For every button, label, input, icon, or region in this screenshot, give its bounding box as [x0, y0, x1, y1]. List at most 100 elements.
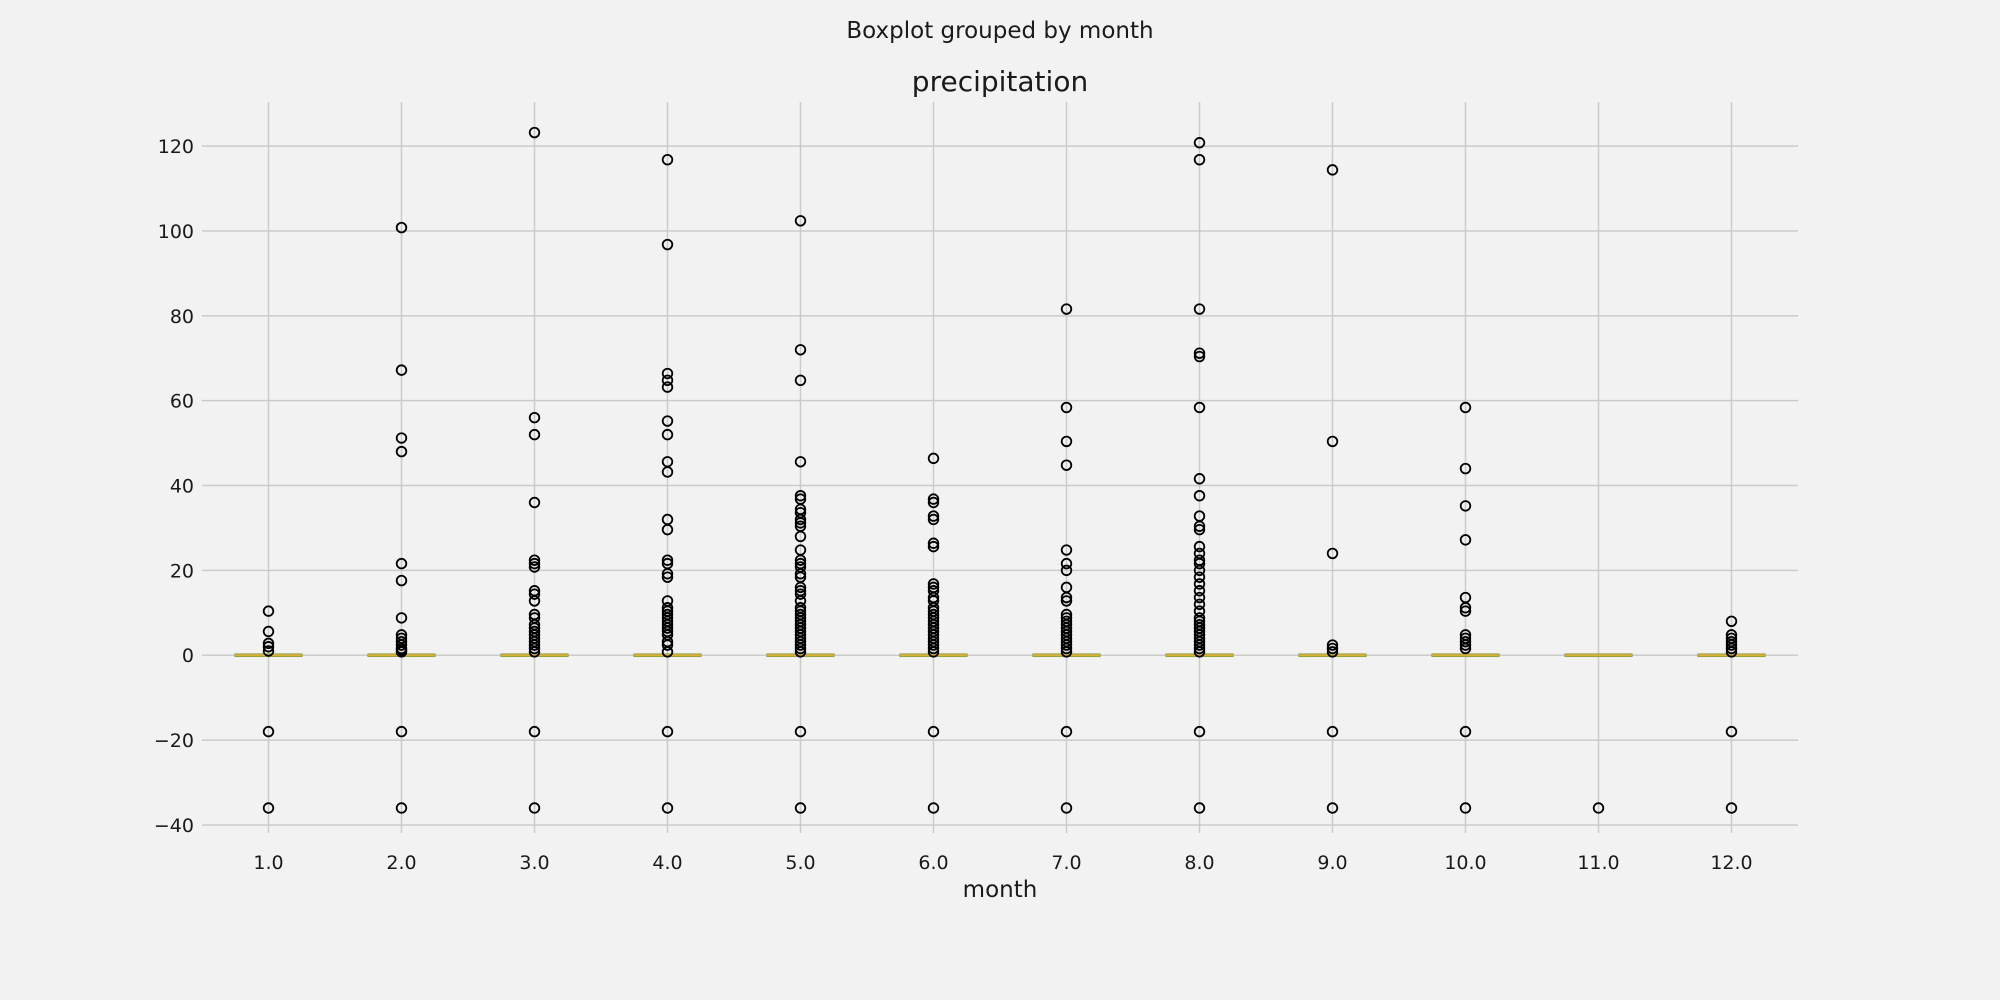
outlier-point	[661, 571, 674, 583]
y-tick-label: 100	[158, 221, 194, 243]
outlier-point	[661, 554, 674, 566]
outlier-point	[1326, 435, 1339, 448]
outlier-point	[262, 645, 275, 657]
outlier-point	[1459, 500, 1472, 512]
y-tick-label: −40	[154, 815, 194, 837]
outlier-point	[1060, 303, 1073, 315]
outlier-point	[1459, 639, 1472, 651]
x-tick-label: 11.0	[1577, 852, 1619, 874]
outlier-point	[927, 540, 940, 553]
outlier-point	[262, 637, 275, 650]
outlier-point	[1725, 725, 1738, 738]
outlier-point	[528, 496, 541, 509]
outlier-point	[1326, 547, 1339, 560]
outlier-point	[1459, 605, 1472, 617]
y-tick-label: 40	[170, 476, 194, 498]
outlier-point	[1193, 540, 1206, 553]
outlier-point	[1193, 473, 1206, 485]
outlier-point	[262, 641, 275, 653]
outlier-point	[661, 381, 674, 393]
outlier-point	[794, 344, 807, 356]
tick-layer: −40 −20 0 20 40 60 80 100 120 1.0 2.0 3.0 4.0 5.0 6.0 7…	[154, 136, 1753, 874]
outlier-point	[528, 642, 541, 655]
outlier-point	[1326, 639, 1339, 651]
outlier-point	[661, 639, 674, 651]
outlier-point	[794, 642, 807, 655]
outlier-point	[1326, 646, 1339, 658]
outlier-point	[1459, 602, 1472, 614]
outlier-point	[661, 374, 674, 387]
outlier-point	[661, 523, 674, 536]
x-tick-label: 12.0	[1710, 852, 1752, 874]
outlier-point	[1193, 520, 1206, 532]
outlier-point	[1060, 642, 1073, 655]
outlier-point	[395, 432, 408, 444]
outlier-point	[395, 639, 408, 651]
x-tick-label: 3.0	[519, 852, 549, 874]
outlier-point	[794, 530, 807, 543]
outlier-point	[794, 215, 807, 227]
outlier-point	[794, 490, 807, 502]
outlier-point	[528, 646, 541, 658]
outlier-point	[1060, 591, 1073, 604]
outlier-point	[262, 625, 275, 638]
y-tick-label: −20	[154, 730, 194, 752]
outlier-point	[1193, 153, 1206, 166]
outlier-point	[794, 517, 807, 529]
outlier-point	[661, 428, 674, 441]
outlier-point	[528, 802, 541, 814]
outlier-point	[1193, 490, 1206, 502]
outlier-point	[1060, 802, 1073, 814]
outlier-point	[1193, 571, 1206, 583]
outlier-point	[395, 725, 408, 738]
chart-suptitle: Boxplot grouped by month	[846, 18, 1153, 44]
x-axis-label: month	[963, 877, 1038, 903]
outlier-point	[661, 568, 674, 580]
outlier-point	[1060, 459, 1073, 471]
outlier-point	[661, 153, 674, 166]
outlier-point	[661, 238, 674, 251]
x-tick-label: 8.0	[1184, 852, 1214, 874]
outlier-point	[1193, 523, 1206, 536]
outlier-point	[1592, 802, 1605, 814]
outlier-point	[1060, 646, 1073, 658]
outlier-point	[661, 802, 674, 814]
outlier-point	[927, 537, 940, 549]
outlier-point	[528, 557, 541, 570]
outlier-point	[794, 374, 807, 387]
outlier-point	[1459, 725, 1472, 738]
outlier-point	[794, 588, 807, 600]
y-tick-label: 60	[170, 391, 194, 413]
outlier-point	[395, 646, 408, 658]
outlier-point	[1326, 802, 1339, 814]
x-tick-label: 4.0	[652, 852, 682, 874]
outlier-point	[1060, 595, 1073, 607]
outlier-point	[1459, 642, 1472, 655]
outlier-point	[927, 513, 940, 526]
outlier-point	[661, 622, 674, 634]
outlier-point	[1193, 639, 1206, 651]
outlier-point	[395, 221, 408, 234]
outlier-point	[1060, 725, 1073, 738]
outlier-point	[1193, 725, 1206, 738]
outlier-point	[1725, 642, 1738, 655]
outlier-point	[794, 639, 807, 651]
outlier-point	[794, 802, 807, 814]
outlier-point	[1193, 591, 1206, 604]
outlier-point	[528, 428, 541, 441]
outlier-point	[1326, 725, 1339, 738]
outlier-point	[262, 802, 275, 814]
outlier-point	[1193, 401, 1206, 414]
outlier-point	[528, 561, 541, 573]
outlier-point	[1725, 646, 1738, 658]
outlier-point	[794, 554, 807, 566]
x-tick-label: 10.0	[1444, 852, 1486, 874]
outlier-point	[528, 411, 541, 424]
outlier-point	[927, 452, 940, 465]
outlier-point	[1326, 164, 1339, 176]
outlier-point	[528, 595, 541, 607]
outlier-point	[794, 456, 807, 468]
outlier-point	[927, 639, 940, 651]
